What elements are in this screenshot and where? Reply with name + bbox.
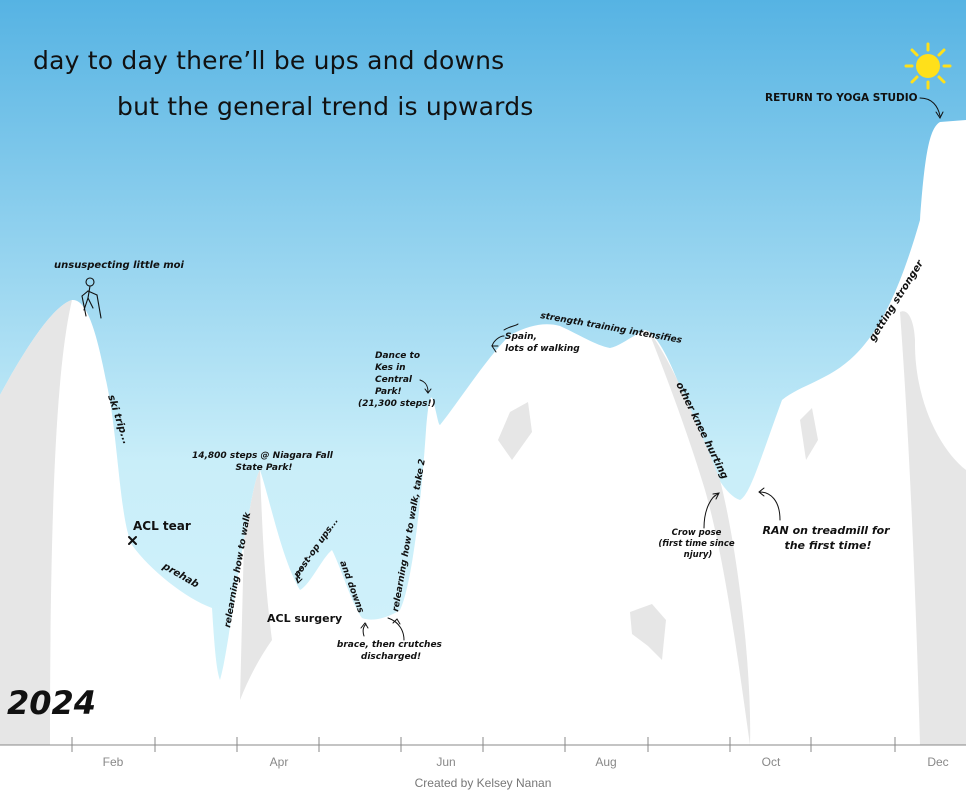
x-axis-tick-label: Aug [595, 755, 616, 769]
mountain-shadow-valley [240, 470, 272, 700]
arrow-yoga-icon [919, 97, 944, 119]
x-axis-tick-label: Apr [270, 755, 289, 769]
annotation-return-yoga: RETURN TO YOGA STUDIO [765, 92, 918, 104]
mountain-shadow-right [900, 311, 966, 745]
arrow-post-op-icon [295, 567, 303, 584]
progress-mountain [0, 120, 966, 745]
annotation-dance-central-park: Dance to Kes in Central Park! (21,300 st… [358, 351, 436, 409]
mountain-shadow-ridge [648, 330, 751, 745]
x-axis-tick-label: Jun [436, 755, 455, 769]
mountain-shadow-right-upper [800, 408, 818, 460]
mountain-shadow-left [0, 300, 72, 745]
skier-icon [81, 277, 102, 319]
annotation-niagara: 14,800 steps @ Niagara Fall State Park! [192, 451, 336, 473]
x-axis-tick-label: Dec [927, 755, 948, 769]
x-axis-ticks [71, 737, 896, 752]
annotation-acl-surgery: ACL surgery [267, 612, 342, 625]
sun-icon [904, 42, 952, 90]
x-axis-tick-label: Feb [103, 755, 124, 769]
acl-tear-x-icon [128, 536, 137, 545]
arrow-spain-2-icon [491, 335, 505, 347]
mountain-shadow-rock-1 [498, 402, 532, 460]
arrow-dance-icon [419, 379, 432, 394]
year-label: 2024 [7, 684, 97, 722]
headline-line-1: day to day there’ll be ups and downs [33, 46, 505, 75]
credit-text: Created by Kelsey Nanan [414, 776, 552, 790]
arrow-ran-icon [758, 487, 781, 521]
annotation-spain: Spain, lots of walking [505, 332, 580, 354]
annotation-acl-tear: ACL tear [133, 519, 191, 533]
x-axis-tick-label: Oct [762, 755, 781, 769]
annotation-unsuspecting: unsuspecting little moi [54, 260, 184, 271]
annotation-brace: brace, then crutches discharged! [337, 640, 445, 662]
arrow-crow-icon [703, 492, 720, 529]
arrow-brace-icon [360, 622, 369, 637]
x-axis-tick-labels: Feb Apr Jun Aug Oct Dec [103, 755, 949, 769]
annotation-ran-treadmill: RAN on treadmill for the first time! [763, 524, 894, 552]
arrow-relearn2-icon [387, 617, 405, 641]
annotation-crow-pose: Crow pose (first time since njury) [658, 528, 737, 560]
mountain-shadow-rock-2 [630, 604, 666, 660]
headline-line-2: but the general trend is upwards [117, 92, 534, 121]
